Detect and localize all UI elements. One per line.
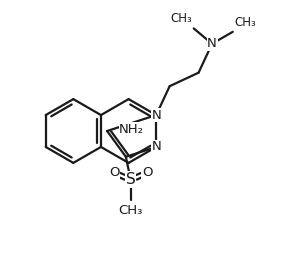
Text: CH₃: CH₃ [170,12,192,25]
Text: O: O [109,166,119,179]
Text: CH₃: CH₃ [234,16,256,29]
Text: O: O [142,166,152,179]
Text: N: N [151,140,161,154]
Text: S: S [126,172,135,187]
Text: N: N [207,37,217,50]
Text: NH₂: NH₂ [119,123,144,136]
Text: CH₃: CH₃ [119,204,143,217]
Text: N: N [151,108,161,122]
